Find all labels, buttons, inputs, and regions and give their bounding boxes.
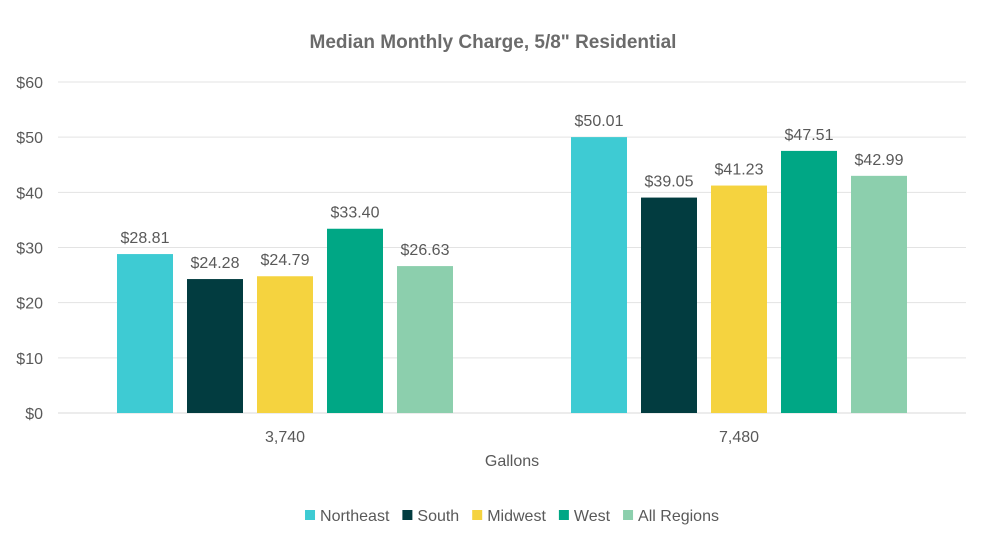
legend-swatch: [623, 510, 634, 520]
x-tick-label: 7,480: [719, 429, 759, 446]
data-label: $33.40: [331, 205, 380, 222]
data-labels: $28.81 $24.28 $24.79 $33.40 $26.63 $50.01 $39.…: [121, 113, 904, 272]
x-axis-title: Gallons: [485, 453, 539, 470]
y-tick-label: $40: [16, 185, 43, 202]
bar: [257, 276, 313, 413]
y-tick-label: $50: [16, 130, 43, 147]
legend-swatch: [305, 510, 316, 520]
legend-label: Midwest: [487, 508, 546, 525]
data-label: $50.01: [575, 113, 624, 130]
data-label: $47.51: [785, 127, 834, 144]
legend-label: South: [417, 508, 459, 525]
y-tick-label: $10: [16, 351, 43, 368]
bar: [571, 137, 627, 413]
bar: [781, 150, 837, 413]
data-label: $28.81: [121, 230, 170, 247]
chart-title: Median Monthly Charge, 5/8" Residential: [310, 32, 677, 53]
bar: [641, 197, 697, 413]
legend-swatch: [558, 510, 569, 520]
legend-swatch: [402, 510, 413, 520]
bar: [397, 266, 453, 413]
data-label: $24.79: [261, 252, 310, 269]
y-tick-label: $30: [16, 241, 43, 258]
legend-label: West: [574, 508, 611, 525]
data-label: $39.05: [645, 174, 694, 191]
bar: [117, 254, 173, 413]
data-label: $26.63: [401, 242, 450, 259]
legend-label: All Regions: [638, 508, 719, 525]
x-axis-ticks: 3,740 7,480: [265, 429, 759, 446]
y-tick-label: $0: [25, 406, 43, 423]
legend: Northeast South Midwest West All Regions: [305, 508, 719, 525]
bars: [117, 137, 907, 413]
x-tick-label: 3,740: [265, 429, 305, 446]
bar: [711, 185, 767, 413]
data-label: $42.99: [855, 152, 904, 169]
legend-swatch: [472, 510, 483, 520]
y-axis-ticks: $0 $10 $20 $30 $40 $50 $60: [16, 75, 43, 423]
data-label: $41.23: [715, 162, 764, 179]
y-tick-label: $20: [16, 296, 43, 313]
data-label: $24.28: [191, 255, 240, 272]
y-tick-label: $60: [16, 75, 43, 92]
bar: [851, 175, 907, 413]
legend-label: Northeast: [320, 508, 390, 525]
bar: [187, 279, 243, 413]
bar: [327, 228, 383, 413]
